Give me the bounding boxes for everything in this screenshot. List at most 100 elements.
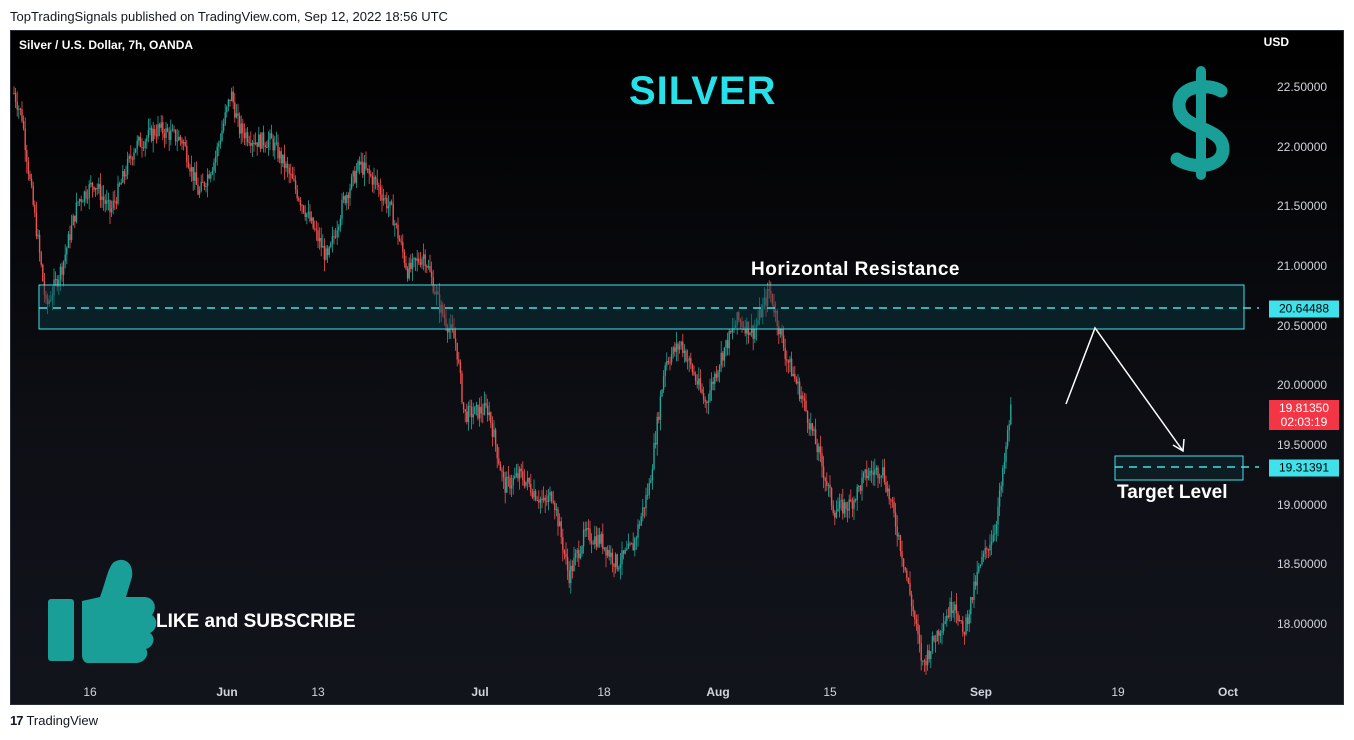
candle-body [707, 400, 710, 403]
candle-body [886, 488, 889, 492]
candle-body [282, 154, 284, 164]
candle-body [733, 327, 735, 329]
candle-body [509, 477, 511, 489]
candle-body [504, 477, 506, 493]
candle-body [752, 325, 754, 339]
candle-body [837, 508, 839, 512]
candle-body [402, 242, 404, 253]
candle-body [243, 132, 246, 139]
candle-body [829, 484, 831, 489]
candle-body [848, 499, 850, 511]
candle-body [40, 252, 42, 265]
candle-body [672, 347, 674, 355]
candle-body [880, 475, 882, 478]
candle-body [856, 486, 858, 501]
candle-body [226, 106, 228, 113]
candle-body [85, 191, 87, 199]
candle-body [142, 147, 145, 149]
candle-body [304, 212, 306, 217]
candle-body [347, 195, 350, 199]
candle-body [34, 204, 36, 213]
candle-body [920, 643, 922, 661]
candle-body [14, 93, 17, 102]
candle-body [491, 423, 494, 437]
candle-body [334, 236, 337, 238]
candle-body [830, 488, 833, 506]
price-plot[interactable] [11, 31, 1344, 705]
candle-body [714, 373, 716, 384]
candle-body [422, 254, 425, 259]
candle-body [621, 550, 623, 565]
currency-label: USD [1263, 35, 1289, 49]
candle-body [677, 343, 679, 350]
candle-body [928, 650, 930, 660]
candle-body [957, 613, 959, 621]
candle-body [358, 161, 361, 165]
candle-body [667, 361, 670, 363]
projection-path [1065, 326, 1184, 452]
candle-body [435, 291, 438, 294]
candle-body [419, 262, 422, 265]
candle-body [349, 188, 351, 199]
x-tick: Sep [969, 685, 993, 699]
candle-body [512, 477, 514, 486]
candle-body [462, 402, 465, 410]
candle-body [246, 132, 249, 142]
candle-body [869, 470, 871, 476]
candle-body [285, 163, 287, 169]
candle-body [995, 524, 998, 534]
candle-body [323, 245, 326, 260]
candle-body [259, 134, 262, 149]
candle-body [866, 469, 868, 479]
candle-body [261, 132, 263, 149]
candle-body [605, 547, 607, 556]
candle-body [338, 226, 340, 231]
candle-body [864, 469, 866, 473]
candle-body [994, 533, 996, 535]
candle-body [557, 509, 559, 527]
candle-body [298, 198, 300, 201]
tradingview-logo-icon[interactable]: 17 [10, 713, 24, 728]
candle-body [398, 238, 401, 242]
candle-body [262, 132, 265, 146]
candle-body [1010, 404, 1012, 425]
candle-body [299, 200, 302, 206]
candle-body [710, 381, 713, 391]
candle-body [997, 506, 999, 525]
candle-body [325, 248, 327, 260]
candle-body [566, 557, 569, 571]
candle-body [54, 279, 57, 281]
candle-body [606, 549, 609, 556]
candle-body [162, 122, 164, 134]
candle-body [453, 329, 455, 339]
chart-area[interactable]: Silver / U.S. Dollar, 7h, OANDA SILVER H… [10, 30, 1344, 705]
candle-body [664, 365, 666, 377]
candle-body [693, 372, 695, 375]
x-tick: Aug [706, 685, 730, 699]
candle-body [454, 338, 457, 343]
candle-body [550, 492, 553, 502]
candle-body [926, 650, 929, 666]
candle-body [554, 502, 556, 511]
candle-body [666, 361, 668, 366]
x-tick: 13 [311, 685, 325, 699]
candle-body [485, 403, 487, 406]
brand-name[interactable]: TradingView [26, 713, 99, 728]
candle-body [218, 143, 220, 147]
candle-body [50, 300, 52, 302]
candle-body [547, 495, 550, 502]
candle-body [80, 199, 82, 202]
candle-body [62, 261, 65, 275]
candle-body [770, 290, 772, 294]
candle-body [189, 167, 191, 172]
candle-body [944, 621, 946, 625]
candle-body [232, 91, 234, 103]
candle-body [973, 581, 975, 600]
candle-body [181, 140, 183, 144]
candle-body [771, 293, 774, 305]
candle-body [578, 550, 580, 559]
candle-body [595, 536, 598, 547]
candle-body [53, 279, 55, 296]
candle-body [114, 200, 116, 202]
candle-body [357, 161, 359, 171]
